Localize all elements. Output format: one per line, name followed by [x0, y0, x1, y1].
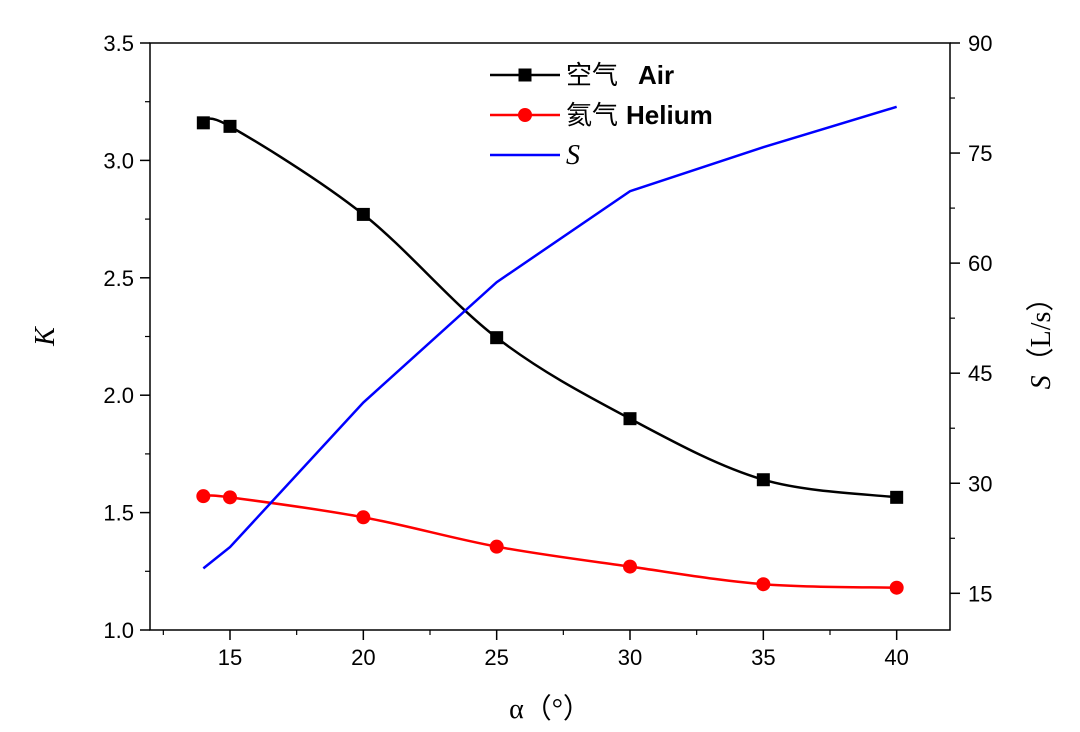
y-right-tick-label: 60 — [968, 251, 992, 276]
y-right-tick-label: 90 — [968, 31, 992, 56]
plot-border — [149, 42, 951, 631]
data-point-air — [490, 331, 504, 345]
y-left-tick-label: 2.5 — [103, 266, 134, 291]
data-point-helium — [623, 559, 637, 574]
series-markers — [196, 116, 904, 595]
y-right-tick-label: 45 — [968, 361, 992, 386]
data-point-air — [756, 473, 770, 487]
legend-label-en: Air — [638, 60, 674, 90]
x-tick-label: 35 — [751, 645, 775, 670]
x-axis-title: α（°） — [509, 693, 591, 725]
y-left-tick-label: 1.5 — [103, 501, 134, 526]
data-point-helium — [356, 510, 371, 525]
x-tick-label: 30 — [618, 645, 642, 670]
y-left-tick-label: 1.0 — [103, 618, 134, 643]
series-curves — [202, 105, 898, 589]
legend-label: S — [566, 140, 580, 171]
legend-label: 空气 Air — [566, 60, 674, 90]
y-left-tick-label: 3.0 — [103, 148, 134, 173]
y-right-axis-unit: （L/s） — [1025, 284, 1057, 376]
series-line-air — [203, 117, 897, 499]
axes: 15 20 25 30 35 40 1.0 1.5 2.0 2.5 3.0 3.5 15 30 45 60 75… — [30, 31, 1057, 725]
series-line-s — [202, 105, 898, 570]
legend-label-cn: 氦气 — [566, 100, 618, 130]
plot-frame — [149, 42, 951, 631]
data-point-air — [196, 116, 210, 130]
x-tick-label: 25 — [484, 645, 508, 670]
legend: 空气 Air 氦气 Helium S — [490, 60, 713, 171]
y-left-axis-title: K — [30, 326, 61, 347]
data-point-helium — [223, 490, 237, 505]
y-right-tick-label: 30 — [968, 471, 992, 496]
data-point-helium — [889, 580, 904, 595]
y-right-axis-symbol: S — [1026, 375, 1057, 389]
legend-marker — [518, 68, 532, 82]
y-left-tick-label: 3.5 — [103, 31, 134, 56]
data-point-air — [623, 412, 637, 426]
series-line-helium — [203, 494, 897, 589]
legend-label-cn: 空气 — [566, 60, 618, 90]
legend-label: 氦气 Helium — [566, 100, 713, 130]
x-tick-label: 20 — [351, 645, 375, 670]
data-point-air — [223, 119, 237, 133]
y-left-tick-label: 2.0 — [103, 383, 134, 408]
y-right-axis-title: S（L/s） — [1025, 284, 1057, 390]
y-right-tick-label: 75 — [968, 141, 992, 166]
x-tick-label: 40 — [884, 645, 908, 670]
y-right-tick-label: 15 — [968, 581, 992, 606]
legend-label-en: Helium — [626, 100, 713, 130]
data-point-air — [890, 490, 904, 504]
data-point-helium — [196, 489, 211, 504]
data-point-helium — [756, 577, 771, 592]
data-point-helium — [489, 539, 504, 554]
x-tick-label: 15 — [218, 645, 242, 670]
data-point-air — [356, 207, 370, 221]
legend-marker — [518, 108, 532, 122]
